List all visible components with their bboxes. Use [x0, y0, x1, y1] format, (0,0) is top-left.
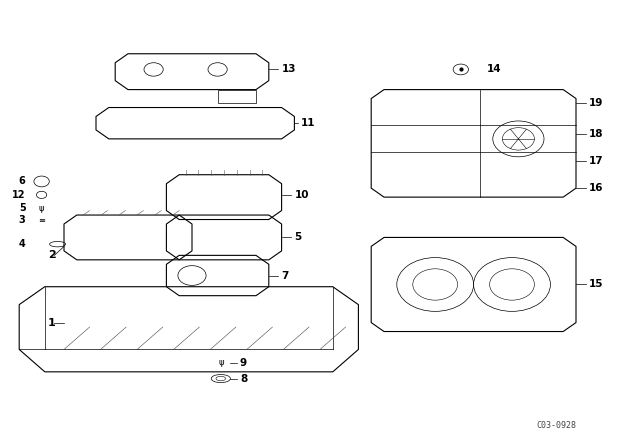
Text: C03-0928: C03-0928	[537, 421, 577, 430]
Text: 10: 10	[294, 190, 309, 200]
Text: 1: 1	[48, 318, 56, 327]
Text: 18: 18	[589, 129, 604, 139]
Text: 15: 15	[589, 280, 604, 289]
Text: 16: 16	[589, 183, 604, 193]
Text: 7: 7	[282, 271, 289, 280]
Text: 8: 8	[240, 374, 247, 383]
Text: 2: 2	[48, 250, 56, 260]
Text: 5: 5	[19, 203, 26, 213]
Text: 4: 4	[19, 239, 26, 249]
Text: 19: 19	[589, 98, 603, 108]
Text: ψ: ψ	[39, 204, 44, 213]
Text: 5: 5	[294, 233, 301, 242]
Text: 9: 9	[240, 358, 247, 368]
Text: 12: 12	[12, 190, 26, 200]
Text: ψ: ψ	[218, 358, 223, 367]
Text: 14: 14	[486, 65, 501, 74]
Text: 13: 13	[282, 65, 296, 74]
Text: ≡: ≡	[38, 216, 45, 225]
Text: 6: 6	[19, 177, 26, 186]
Text: 17: 17	[589, 156, 604, 166]
Text: 11: 11	[301, 118, 316, 128]
Text: 3: 3	[19, 215, 26, 225]
